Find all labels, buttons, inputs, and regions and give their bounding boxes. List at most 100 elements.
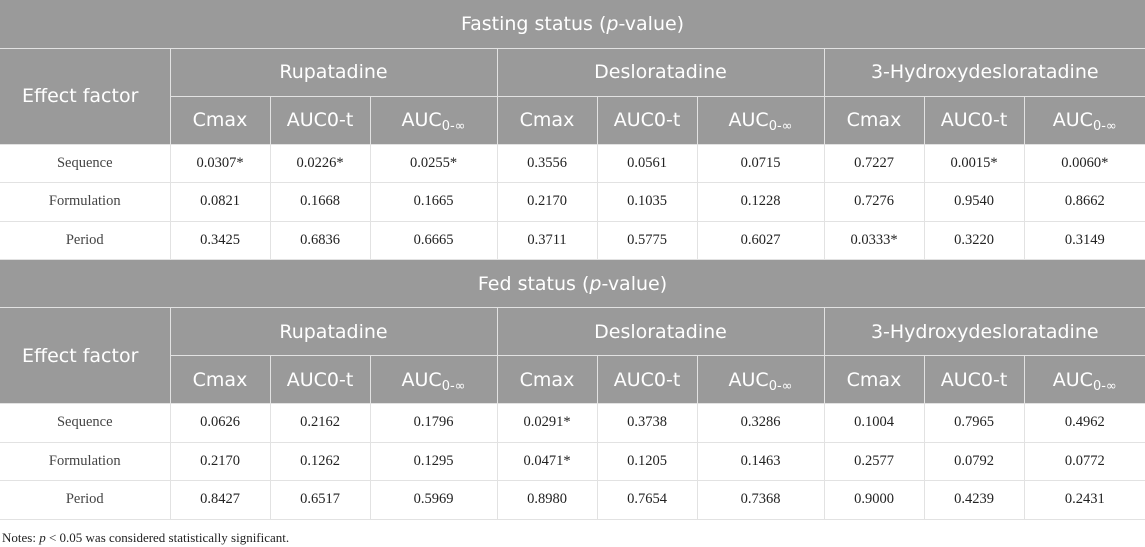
metric-header: AUC0-∞	[697, 355, 825, 404]
metric-subscript: 0-∞	[1092, 378, 1117, 394]
table-cell: 0.2170	[170, 442, 271, 481]
table-cell: 0.8662	[1024, 182, 1145, 222]
table-body: Fasting status (p-value) Effect factor Rup…	[0, 0, 1145, 520]
table-cell: 0.2162	[270, 403, 371, 443]
table-cell: 0.3425	[170, 221, 271, 260]
row-label: Sequence	[0, 144, 171, 183]
metric-header: AUC0-∞	[1024, 96, 1145, 145]
metric-label: AUC0-t	[286, 109, 354, 131]
table-cell: 0.7227	[824, 144, 925, 183]
metric-header: AUC0-t	[597, 355, 698, 404]
table-cell: 0.1665	[370, 182, 498, 222]
table-cell: 0.0792	[924, 442, 1025, 481]
section-title-row: Fasting status (p-value)	[0, 0, 1145, 49]
table-cell: 0.0471*	[497, 442, 598, 481]
table-cell: 0.4239	[924, 480, 1025, 520]
metric-subscript: 0-∞	[768, 119, 793, 134]
table-cell: 0.1796	[370, 403, 498, 443]
table-cell: 0.7654	[597, 480, 698, 520]
table-cell: 0.3149	[1024, 221, 1145, 260]
metric-header: AUC0-t	[924, 355, 1025, 404]
group-header-row: Effect factor Rupatadine Desloratadine 3-Hy…	[0, 48, 1145, 145]
table-row: Formulation 0.0821 0.1668 0.1665 0.2170 0.103…	[0, 182, 1145, 222]
group-header-row: Effect factor Rupatadine Desloratadine 3-Hy…	[0, 307, 1145, 404]
table-row: Period 0.8427 0.6517 0.5969 0.8980 0.7654 0.73…	[0, 480, 1145, 520]
table-cell: 0.0226*	[270, 144, 371, 183]
group-header: 3-Hydroxydesloratadine	[824, 48, 1145, 97]
metric-header: AUC0-t	[597, 96, 698, 145]
table-cell: 0.6836	[270, 221, 371, 260]
note-text: < 0.05 was considered statistically sign…	[45, 530, 290, 545]
table-cell: 0.3286	[697, 403, 825, 443]
table-cell: 0.2170	[497, 182, 598, 222]
note-prefix: Notes:	[2, 530, 40, 545]
table-cell: 0.1004	[824, 403, 925, 443]
table-cell: 0.7368	[697, 480, 825, 520]
table-cell: 0.3711	[497, 221, 598, 260]
section-title-p: p	[606, 12, 619, 35]
group-header: Desloratadine	[497, 48, 825, 97]
metric-header: AUC0-t	[270, 355, 371, 404]
pk-results-table: Fasting status (p-value) Effect factor Rup…	[0, 0, 1145, 520]
row-label: Period	[0, 480, 171, 520]
table-cell: 0.1262	[270, 442, 371, 481]
table-cell: 0.0015*	[924, 144, 1025, 183]
table-cell: 0.6517	[270, 480, 371, 520]
table-cell: 0.2431	[1024, 480, 1145, 520]
table-cell: 0.9000	[824, 480, 925, 520]
metric-label: AUC	[728, 368, 769, 391]
table-cell: 0.1463	[697, 442, 825, 481]
metric-header: AUC0-t	[270, 96, 371, 145]
section-title-row: Fed status (p-value)	[0, 259, 1145, 308]
metric-label: Cmax	[846, 109, 902, 131]
metric-label: Cmax	[519, 368, 575, 391]
effect-factor-header: Effect factor	[0, 307, 171, 404]
metric-subscript: 0-∞	[768, 378, 793, 394]
table-row: Period 0.3425 0.6836 0.6665 0.3711 0.5775 0.60…	[0, 221, 1145, 260]
section-title-post: -value)	[618, 12, 685, 35]
metric-header: Cmax	[497, 96, 598, 145]
metric-header: Cmax	[824, 96, 925, 145]
metric-header: AUC0-∞	[697, 96, 825, 145]
table-cell: 0.0060*	[1024, 144, 1145, 183]
table-cell: 0.1228	[697, 182, 825, 222]
table-cell: 0.0626	[170, 403, 271, 443]
effect-factor-header: Effect factor	[0, 48, 171, 145]
row-label: Sequence	[0, 403, 171, 443]
table-cell: 0.2577	[824, 442, 925, 481]
section-title: Fasting status (p-value)	[0, 0, 1145, 49]
table-cell: 0.5969	[370, 480, 498, 520]
table-cell: 0.0333*	[824, 221, 925, 260]
row-label: Formulation	[0, 182, 171, 222]
note-p: p	[39, 530, 46, 545]
metric-header-row: Cmax AUC0-t AUC0-∞ Cmax AUC0-t AUC0-∞ Cmax AUC0…	[0, 96, 1145, 145]
table-cell: 0.5775	[597, 221, 698, 260]
table-cell: 0.1668	[270, 182, 371, 222]
table-cell: 0.0715	[697, 144, 825, 183]
table-cell: 0.1035	[597, 182, 698, 222]
table-cell: 0.7965	[924, 403, 1025, 443]
section-title-pre: Fasting status (	[460, 12, 607, 35]
table-cell: 0.0821	[170, 182, 271, 222]
metric-label: Cmax	[192, 109, 248, 131]
metric-subscript: 0-∞	[1092, 119, 1117, 134]
table-cell: 0.4962	[1024, 403, 1145, 443]
metric-label: AUC	[401, 368, 442, 391]
table-cell: 0.9540	[924, 182, 1025, 222]
metric-label: Cmax	[519, 109, 575, 131]
section-title: Fed status (p-value)	[0, 259, 1145, 308]
metric-header: Cmax	[170, 96, 271, 145]
row-label: Period	[0, 221, 171, 260]
table-cell: 0.0307*	[170, 144, 271, 183]
metric-label: AUC	[1052, 368, 1093, 391]
metric-header: AUC0-t	[924, 96, 1025, 145]
table-cell: 0.3738	[597, 403, 698, 443]
table-cell: 0.7276	[824, 182, 925, 222]
metric-header: AUC0-∞	[370, 96, 498, 145]
table-cell: 0.1205	[597, 442, 698, 481]
section-title-post: -value)	[601, 272, 668, 295]
section-title-p: p	[589, 272, 602, 295]
table-note: Notes: p < 0.05 was considered statistic…	[2, 530, 289, 546]
group-header: 3-Hydroxydesloratadine	[824, 307, 1145, 356]
table-cell: 0.0255*	[370, 144, 498, 183]
